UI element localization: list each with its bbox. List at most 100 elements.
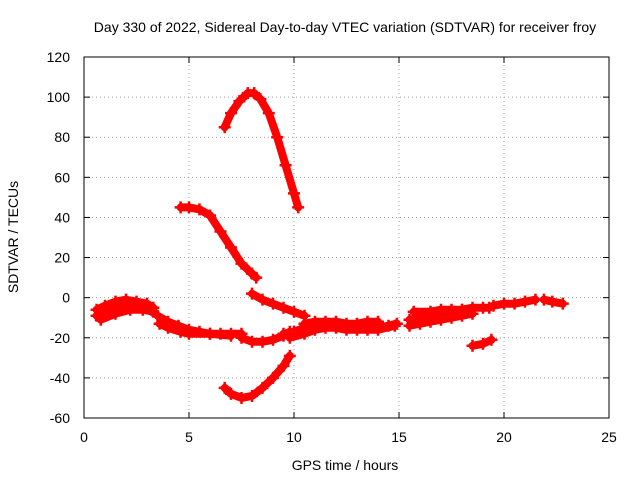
series-arc-peak-100 [220,89,303,212]
data-point-marker [153,317,166,330]
data-point-marker [136,303,149,316]
y-tick-label: -20 [50,330,70,346]
data-point-marker [233,95,246,108]
data-point-marker [298,327,311,340]
y-tick-label: 120 [47,49,71,65]
data-point-marker [309,315,321,328]
data-point-marker [283,349,296,362]
data-point-marker [162,321,174,334]
data-point-marker [193,203,206,216]
data-point-marker [330,315,342,328]
data-point-marker [225,241,237,254]
data-point-marker [277,327,290,340]
data-point-marker [424,305,437,318]
data-point-marker [435,303,447,316]
data-point-marker [288,305,300,318]
y-tick-label: 20 [54,250,70,266]
data-point-marker [225,107,237,120]
data-point-marker [246,335,258,348]
y-tick-label: 100 [47,89,71,105]
x-tick-label: 5 [185,429,193,445]
y-tick-label: -60 [50,410,70,426]
data-point-marker [256,381,269,394]
data-point-marker [183,327,195,340]
data-point-marker [235,331,248,344]
data-point-marker [94,313,107,326]
data-point-marker [174,325,187,338]
data-point-marker [248,87,261,100]
data-point-marker [445,303,458,316]
data-point-marker [267,371,279,384]
data-point-marker [235,257,248,270]
x-tick-label: 20 [496,429,512,445]
data-point-marker [218,381,231,394]
data-point-marker [218,121,231,134]
data-point-marker [225,329,237,342]
data-point-marker [298,317,311,330]
data-point-marker [214,225,227,238]
grid [84,57,609,418]
ticks: 0 5 10 15 20 25 -60 -40 -20 0 20 40 60 80 100 120 [47,49,617,445]
data-point-marker [485,333,498,346]
y-tick-label: 80 [54,129,70,145]
chart-title: Day 330 of 2022, Sidereal Day-to-day VTE… [94,19,596,35]
data-point-marker [487,299,500,312]
data-point-marker [508,297,521,310]
data-point-marker [498,297,510,310]
data-point-marker [288,187,300,200]
data-point-marker [267,297,279,310]
y-tick-label: 60 [54,169,70,185]
y-tick-label: -40 [50,370,70,386]
series-arc-neg-dip [220,351,294,402]
data-point-marker [183,201,195,214]
data-point-marker [351,317,363,330]
data-point-marker [477,337,489,350]
data-point-marker [407,305,420,318]
data-point-marker [414,317,426,330]
y-tick-label: 0 [62,290,70,306]
data-point-marker [466,339,479,352]
data-point-marker [246,287,258,300]
data-point-marker [90,303,103,316]
x-tick-label: 0 [80,429,88,445]
data-point-marker [109,307,122,320]
data-point-marker [124,303,137,316]
series-layer [90,87,569,404]
data-point-marker [250,271,263,284]
data-point-marker [456,303,468,316]
data-point-marker [279,159,292,172]
data-point-marker [424,315,437,328]
data-point-marker [120,293,132,306]
x-tick-label: 10 [286,429,302,445]
data-point-marker [262,107,275,120]
data-point-marker [283,331,296,344]
data-point-marker [99,299,111,312]
data-point-marker [372,315,384,328]
data-point-marker [109,295,122,308]
y-axis-title: SDTVAR / TECUs [5,181,21,293]
data-point-marker [151,309,164,322]
data-point-marker [340,317,353,330]
data-point-marker [277,301,290,314]
data-point-marker [319,315,332,328]
data-point-marker [204,327,216,340]
data-point-marker [361,315,374,328]
data-point-marker [435,313,447,326]
data-point-marker [292,201,305,214]
x-tick-label: 15 [391,429,407,445]
data-point-marker [277,359,290,372]
data-point-marker [254,93,267,106]
data-point-marker [403,319,416,332]
data-point-marker [225,387,237,400]
data-point-marker [256,335,269,348]
data-point-marker [388,319,401,332]
data-point-marker [246,389,258,402]
data-point-marker [271,131,284,144]
data-point-marker [267,333,279,346]
data-point-marker [235,391,248,404]
x-tick-label: 25 [601,429,617,445]
data-point-marker [519,295,531,308]
plot-frame [83,56,610,419]
